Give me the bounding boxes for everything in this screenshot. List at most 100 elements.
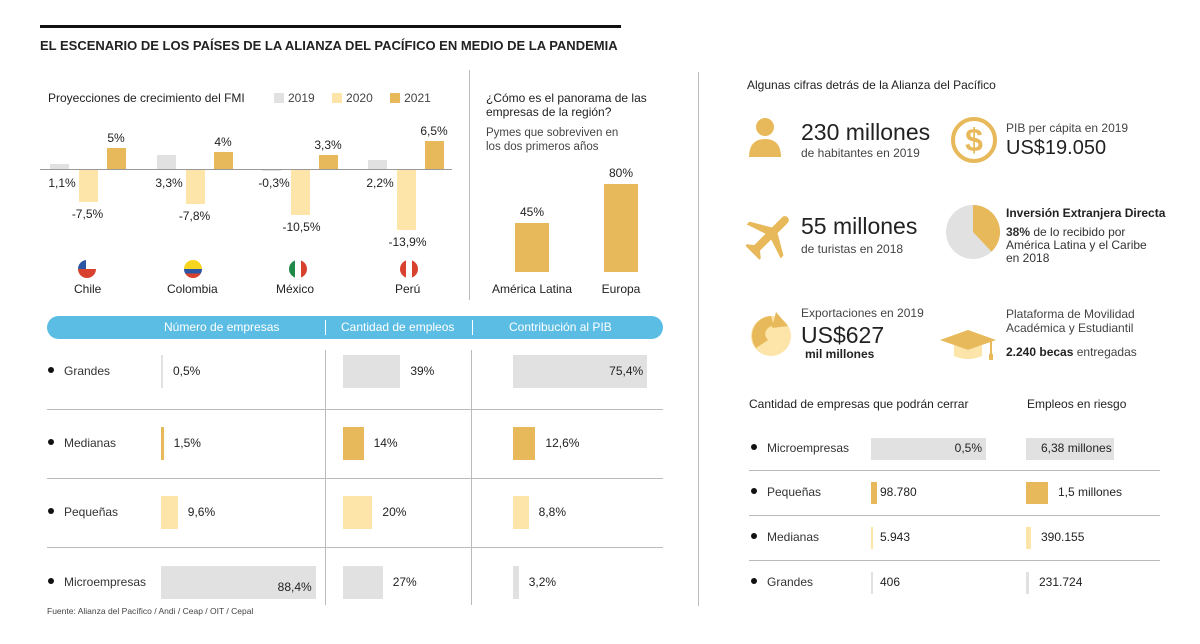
table-bar [871,572,873,594]
becas-title-line1: Plataforma de Movilidad [1006,307,1135,321]
table-value: 3,2% [528,575,557,589]
growth-chart-title: Proyecciones de crecimiento del FMI [48,91,245,105]
data-label: 6,5% [420,124,448,139]
data-label: 3,3% [155,176,183,190]
category-label: Europa [601,282,641,296]
divider [698,72,699,606]
row-name: Pequeñas [767,485,822,499]
row-separator [47,478,663,479]
ied-text: 38% de lo recibido por América Latina y e… [1006,226,1147,265]
row-separator [749,470,1160,471]
column-separator [472,320,473,335]
column-header: Cantidad de empleos [341,320,455,334]
table-bar [513,355,648,388]
country-label: Perú [395,282,421,296]
ied-line3: en 2018 [1006,251,1050,265]
country-label: México [276,282,315,296]
row-label: Medianas [751,530,819,544]
exports-value: US$627 [801,322,885,348]
table-bar [343,427,364,460]
table-value: 9,6% [187,505,216,519]
becas-rest: entregadas [1073,345,1137,359]
close-column-header: Cantidad de empresas que podrán cerrar [749,397,969,411]
row-label: Pequeñas [48,505,118,519]
table-bar [161,566,316,599]
data-label: 80% [608,166,634,180]
growth-baseline [40,169,452,170]
row-name: Microempresas [767,441,850,455]
exports-unit: mil millones [805,347,875,361]
population-value: 230 millones [801,119,931,145]
bar-2021 [425,141,444,169]
table-value: 98.780 [880,485,917,499]
country-label: Colombia [167,282,218,296]
chile-flag-icon [78,260,96,278]
pib-label: PIB per cápita en 2019 [1006,121,1129,135]
table-bar [161,355,163,388]
table-bar [1026,527,1031,549]
bar-2020 [185,170,205,204]
jobs-column-header: Empleos en riesgo [1027,397,1127,411]
table-value: 231.724 [1039,575,1083,589]
data-label: -7,5% [71,207,104,222]
table-value: 0,5% [173,364,201,378]
table-bar [343,496,373,529]
table-value: 75,4% [609,364,644,378]
page-title: EL ESCENARIO DE LOS PAÍSES DE LA ALIANZA… [40,38,618,53]
category-label: América Latina [491,282,573,296]
legend-2019: 2019 [288,91,315,105]
column-header: Contribución al PIB [509,320,612,334]
table-value: 8,8% [538,505,567,519]
exports-label: Exportaciones en 2019 [801,306,924,320]
becas-count: 2.240 becas [1006,345,1074,359]
table-value: 27% [392,575,417,589]
row-label: Microempresas [48,575,146,589]
table-value: 0,5% [954,441,982,455]
ied-line1: de lo recibido por [1030,225,1126,239]
data-label: -10,5% [282,220,321,235]
row-name: Microempresas [64,575,147,589]
bar-2021 [319,154,338,169]
row-separator [47,409,663,410]
dollar-icon: $ [951,117,997,163]
person-icon [749,118,781,157]
bar-2020 [396,170,416,230]
mexico-flag-icon [289,260,307,278]
ied-pie [946,205,1000,259]
population-label: de habitantes en 2019 [801,146,920,160]
table-bar [343,355,401,388]
bar-pymes [604,184,638,272]
table-bar [161,427,164,460]
becas-text: 2.240 becas entregadas [1006,345,1137,359]
bar-2020 [78,170,98,203]
top-rule [40,25,621,28]
country-label: Chile [74,282,102,296]
data-label: -7,8% [178,208,211,223]
data-label: 45% [519,204,545,219]
bar-2020 [290,170,310,216]
column-divider [325,350,326,605]
row-label: Pequeñas [751,485,821,499]
table-bar [513,496,529,529]
facts-heading: Algunas cifras detrás de la Alianza del … [747,78,996,92]
table-value: 88,4% [277,580,312,594]
graduation-cap-icon [940,330,996,360]
table-value: 12,6% [545,436,580,450]
bar-2019 [368,159,387,169]
airplane-icon [746,216,789,260]
ied-title: Inversión Extranjera Directa [1006,206,1166,220]
bar-pymes [515,222,549,272]
data-label: 2,2% [366,176,394,190]
table-bar [161,496,178,529]
table-value: 1,5 millones [1058,485,1123,499]
column-header: Número de empresas [164,320,280,334]
legend-2020: 2020 [346,91,373,105]
bar-2019 [157,154,176,169]
table-bar [1026,438,1114,460]
globe-export-icon [751,312,791,356]
bar-2019 [50,164,69,169]
pib-value: US$19.050 [1006,137,1107,159]
table-bar [343,566,383,599]
table-bar [871,438,986,460]
bar-2019 [262,170,281,172]
